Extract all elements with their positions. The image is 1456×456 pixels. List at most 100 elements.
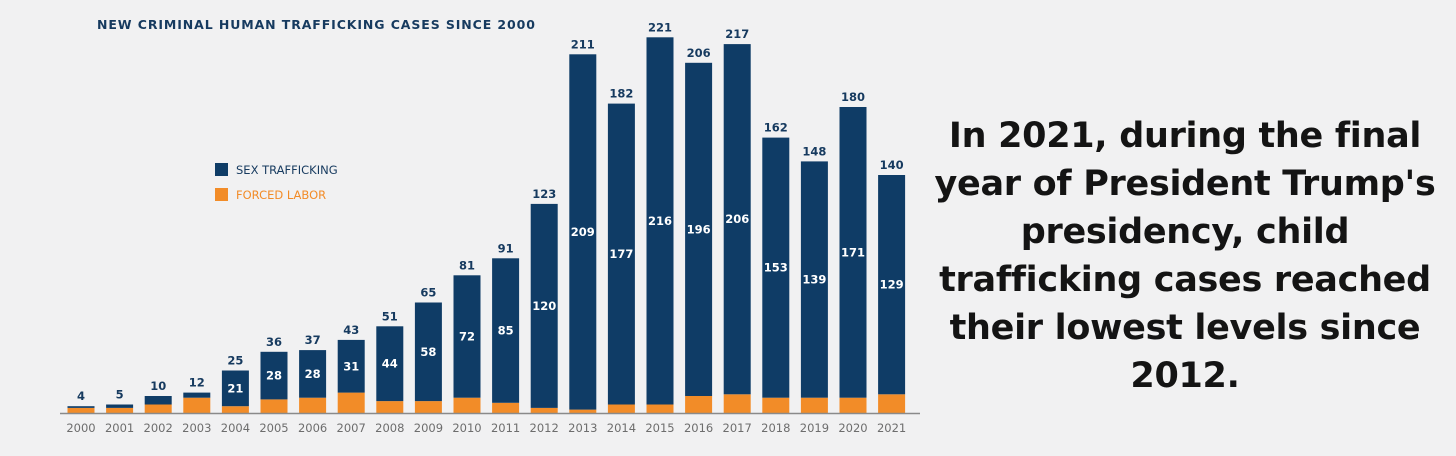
bar-forced-labor-2011 [492, 402, 520, 413]
bar-sex-trafficking-2018 [762, 137, 790, 398]
total-label-2021: 140 [880, 158, 904, 172]
total-label-2018: 162 [764, 121, 788, 135]
segment-label-2016: 196 [687, 222, 711, 236]
x-tick-label-2016: 2016 [684, 421, 713, 435]
bar-forced-labor-2010 [453, 397, 481, 413]
x-tick-label-2003: 2003 [182, 421, 211, 435]
segment-label-2018: 153 [764, 261, 788, 275]
total-label-2007: 43 [343, 323, 359, 337]
bar-sex-trafficking-2005 [260, 351, 288, 400]
bar-sex-trafficking-2011 [492, 258, 520, 403]
x-tick-label-2001: 2001 [105, 421, 134, 435]
x-tick-label-2014: 2014 [607, 421, 636, 435]
x-tick-label-2017: 2017 [723, 421, 752, 435]
legend-swatch-forced-labor [215, 188, 228, 201]
bar-forced-labor-2006 [299, 397, 327, 413]
bar-forced-labor-2008 [376, 401, 404, 413]
legend-item-forced-labor: FORCED LABOR [215, 182, 338, 207]
bar-forced-labor-2019 [800, 397, 828, 413]
bar-sex-trafficking-2012 [530, 203, 558, 408]
bar-forced-labor-2007 [337, 392, 365, 413]
total-label-2020: 180 [841, 90, 865, 104]
total-label-2008: 51 [382, 309, 398, 323]
bar-forced-labor-2021 [878, 394, 906, 413]
segment-label-2010: 72 [459, 330, 475, 344]
bar-forced-labor-2013 [569, 409, 597, 413]
x-tick-label-2012: 2012 [530, 421, 559, 435]
total-label-2019: 148 [802, 144, 826, 158]
bar-sex-trafficking-2010 [453, 275, 481, 398]
x-tick-label-2013: 2013 [568, 421, 597, 435]
bar-forced-labor-2015 [646, 404, 674, 413]
total-label-2000: 4 [77, 389, 85, 403]
bar-sex-trafficking-2020 [839, 107, 867, 398]
caption-text: In 2021, during the final year of Presid… [934, 116, 1436, 396]
segment-label-2008: 44 [382, 357, 398, 371]
segment-label-2020: 171 [841, 245, 865, 259]
chart-legend: SEX TRAFFICKING FORCED LABOR [215, 157, 338, 207]
bar-sex-trafficking-2017 [723, 44, 751, 395]
bar-forced-labor-2001 [106, 407, 134, 413]
bar-sex-trafficking-2015 [646, 37, 674, 405]
x-tick-label-2015: 2015 [645, 421, 674, 435]
bar-forced-labor-2003 [183, 397, 211, 413]
segment-label-2015: 216 [648, 214, 672, 228]
total-label-2003: 12 [189, 376, 205, 390]
bar-sex-trafficking-2002 [144, 396, 172, 405]
segment-label-2014: 177 [609, 247, 633, 261]
chart-title: NEW CRIMINAL HUMAN TRAFFICKING CASES SIN… [97, 17, 536, 32]
segment-label-2006: 28 [305, 367, 321, 381]
bar-sex-trafficking-2013 [569, 54, 597, 410]
x-tick-label-2005: 2005 [259, 421, 288, 435]
bar-sex-trafficking-2019 [800, 161, 828, 398]
total-label-2006: 37 [305, 333, 321, 347]
legend-label-forced-labor: FORCED LABOR [236, 187, 327, 202]
bar-forced-labor-2014 [607, 404, 635, 413]
x-tick-label-2000: 2000 [66, 421, 95, 435]
total-label-2002: 10 [150, 379, 166, 393]
total-label-2010: 81 [459, 258, 475, 272]
segment-label-2011: 85 [498, 324, 514, 338]
bar-forced-labor-2016 [685, 396, 713, 413]
bar-sex-trafficking-2008 [376, 326, 404, 402]
bar-sex-trafficking-2014 [607, 103, 635, 405]
bar-sex-trafficking-2004 [221, 370, 249, 407]
x-tick-label-2018: 2018 [761, 421, 790, 435]
bar-sex-trafficking-2001 [106, 404, 134, 408]
total-label-2015: 221 [648, 20, 672, 34]
x-tick-label-2004: 2004 [221, 421, 250, 435]
bar-sex-trafficking-2000 [67, 406, 95, 408]
legend-item-sex-trafficking: SEX TRAFFICKING [215, 157, 338, 182]
segment-label-2007: 31 [343, 359, 359, 373]
segment-label-2004: 21 [227, 381, 243, 395]
total-label-2004: 25 [227, 354, 243, 368]
total-label-2005: 36 [266, 335, 282, 349]
bar-sex-trafficking-2006 [299, 350, 327, 398]
x-tick-label-2020: 2020 [838, 421, 867, 435]
segment-label-2017: 206 [725, 212, 749, 226]
x-tick-label-2008: 2008 [375, 421, 404, 435]
bar-sex-trafficking-2007 [337, 339, 365, 393]
total-label-2011: 91 [498, 241, 514, 255]
bar-sex-trafficking-2016 [685, 62, 713, 397]
x-tick-label-2021: 2021 [877, 421, 906, 435]
segment-label-2012: 120 [532, 299, 556, 313]
segment-label-2019: 139 [802, 273, 826, 287]
x-tick-label-2010: 2010 [452, 421, 481, 435]
total-label-2014: 182 [609, 87, 633, 101]
x-tick-label-2009: 2009 [414, 421, 443, 435]
bar-forced-labor-2004 [221, 406, 249, 413]
bar-forced-labor-2002 [144, 404, 172, 413]
bar-forced-labor-2018 [762, 397, 790, 413]
bar-forced-labor-2020 [839, 397, 867, 413]
legend-swatch-sex-trafficking [215, 163, 228, 176]
bar-forced-labor-2017 [723, 394, 751, 413]
x-tick-label-2006: 2006 [298, 421, 327, 435]
total-label-2009: 65 [420, 286, 436, 300]
total-label-2001: 5 [116, 388, 124, 402]
segment-label-2013: 209 [571, 225, 595, 239]
bar-forced-labor-2012 [530, 407, 558, 413]
bar-forced-labor-2009 [414, 401, 442, 413]
bar-forced-labor-2005 [260, 399, 288, 413]
bar-sex-trafficking-2021 [878, 175, 906, 395]
